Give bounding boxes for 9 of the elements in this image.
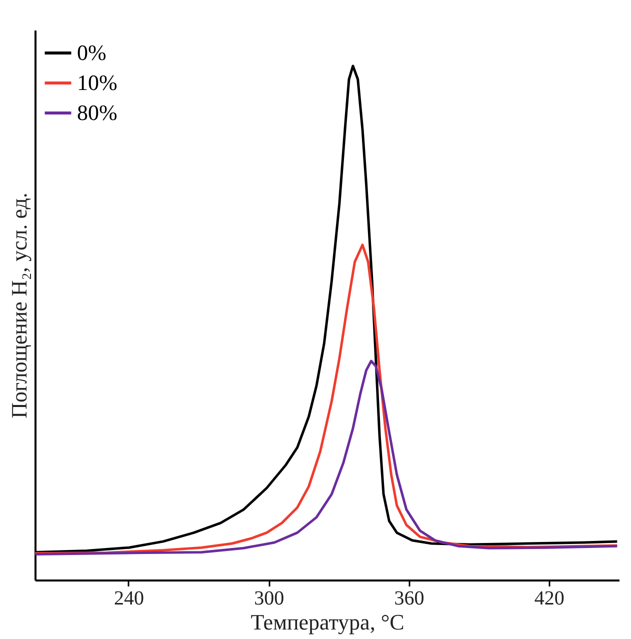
y-axis-title: Поглощение H₂, усл. ед. [6,192,32,418]
x-tick-label: 360 [394,588,424,610]
x-axis-title: Температура, °C [250,610,404,634]
legend-label: 10% [77,70,118,95]
x-tick-label: 240 [114,588,144,610]
legend-label: 0% [77,40,106,65]
legend-label: 80% [77,100,118,125]
x-tick-label: 420 [534,588,564,610]
x-tick-label: 300 [254,588,284,610]
